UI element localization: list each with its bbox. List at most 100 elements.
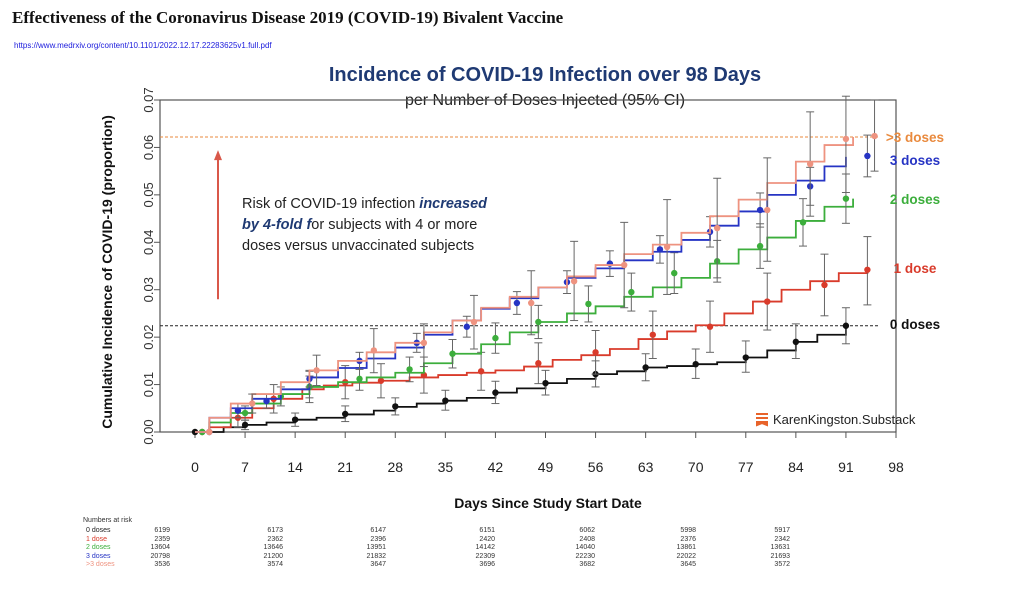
x-tick-label: 7 — [241, 459, 249, 475]
data-point — [477, 368, 485, 375]
data-point — [642, 364, 649, 371]
data-point — [864, 266, 871, 273]
data-point — [313, 367, 320, 374]
risk-annotation: Risk of COVID-19 infection increased by … — [242, 194, 504, 257]
source-link[interactable]: https://www.medrxiv.org/content/10.1101/… — [14, 41, 272, 50]
y-tick-label: 0.05 — [141, 182, 156, 207]
data-point — [706, 323, 714, 330]
risk-cell: 22230 — [575, 552, 595, 560]
legend-label-0: >3 doses — [886, 130, 944, 145]
data-point — [535, 360, 542, 367]
chart-title: Incidence of COVID-19 Infection over 98 … — [328, 64, 762, 86]
brand-watermark: KarenKingston.Substack — [756, 412, 915, 427]
data-point — [492, 389, 499, 396]
data-point — [370, 347, 378, 354]
data-point — [241, 421, 249, 429]
x-axis-label: Days Since Study Start Date — [454, 495, 642, 511]
data-point — [842, 195, 850, 202]
data-point — [263, 397, 270, 405]
data-point — [291, 416, 299, 423]
data-point — [470, 318, 478, 326]
risk-cell: 3647 — [370, 561, 386, 568]
data-point — [585, 300, 592, 308]
risk-cell: 3574 — [267, 561, 283, 568]
risk-cell: 21200 — [263, 552, 283, 560]
series-line-1 — [195, 269, 869, 433]
x-tick-label: 35 — [438, 459, 454, 475]
data-point — [842, 322, 850, 329]
data-point — [620, 261, 628, 269]
risk-cell: 3572 — [774, 561, 790, 568]
risk-row-label: 2 doses — [86, 544, 111, 551]
data-point — [206, 428, 213, 436]
substack-icon — [756, 412, 768, 427]
risk-cell: 2396 — [370, 535, 386, 543]
data-point — [342, 410, 349, 418]
data-point — [241, 409, 249, 417]
risk-cell: 2359 — [154, 535, 170, 543]
risk-cell: 6173 — [267, 527, 283, 534]
brand-label: KarenKingston.Substack — [773, 412, 916, 427]
data-point — [570, 277, 578, 285]
risk-cell: 3536 — [154, 561, 170, 568]
data-point — [527, 299, 535, 307]
data-point — [249, 400, 256, 407]
plot-frame — [159, 99, 897, 433]
data-point — [377, 377, 385, 384]
data-point — [692, 360, 699, 368]
y-tick-label: 0.02 — [141, 324, 156, 349]
risk-cell: 13951 — [366, 544, 386, 551]
data-point — [764, 298, 771, 305]
data-point — [656, 246, 664, 253]
x-tick-label: 91 — [838, 459, 854, 475]
risk-cell: 21832 — [366, 552, 386, 560]
data-point — [663, 243, 671, 251]
x-tick-label: 49 — [538, 459, 554, 475]
data-point — [392, 403, 399, 410]
y-tick-label: 0.04 — [141, 230, 156, 255]
y-tick-label: 0.01 — [141, 372, 156, 397]
data-point — [449, 350, 456, 357]
risk-cell: 5998 — [680, 527, 696, 534]
annotation-text-2: or subjects with 4 or more doses versus … — [242, 217, 478, 254]
data-point — [420, 339, 428, 347]
risk-row-label: 0 doses — [86, 527, 111, 534]
x-tick-label: 56 — [588, 459, 604, 475]
risk-cell: 13604 — [150, 544, 170, 551]
data-point — [792, 338, 800, 346]
legend-label-1: 3 doses — [890, 153, 940, 168]
data-point — [535, 318, 542, 326]
risk-cell: 2408 — [579, 535, 595, 543]
data-point — [234, 407, 242, 414]
data-point — [742, 354, 749, 361]
x-tick-label: 98 — [888, 459, 904, 475]
risk-cell: 6151 — [479, 527, 495, 534]
risk-cell: 22309 — [475, 552, 495, 560]
data-point — [756, 206, 764, 214]
risk-cell: 3682 — [579, 561, 595, 568]
risk-cell: 5917 — [774, 527, 790, 534]
risk-row-label: 1 dose — [86, 535, 108, 543]
y-tick-label: 0.00 — [141, 419, 156, 444]
series-line-0 — [195, 325, 847, 433]
risk-cell: 14142 — [475, 544, 495, 551]
risk-cell: 3696 — [479, 561, 495, 568]
data-point — [871, 132, 878, 140]
risk-cell: 22022 — [676, 552, 696, 560]
data-point — [864, 152, 871, 160]
data-point — [628, 288, 635, 296]
data-point — [756, 242, 764, 250]
risk-cell: 13631 — [770, 544, 790, 551]
risk-row-label: 3 doses — [86, 552, 111, 560]
risk-cell: 6147 — [370, 527, 386, 534]
risk-cell: 2362 — [267, 535, 283, 543]
x-tick-label: 28 — [387, 459, 403, 475]
data-point — [799, 219, 807, 226]
data-point — [821, 281, 828, 289]
risk-cell: 2342 — [774, 535, 790, 543]
data-point — [806, 160, 814, 168]
legend-label-2: 2 doses — [890, 192, 940, 207]
data-point — [542, 379, 549, 387]
data-point — [492, 334, 499, 342]
